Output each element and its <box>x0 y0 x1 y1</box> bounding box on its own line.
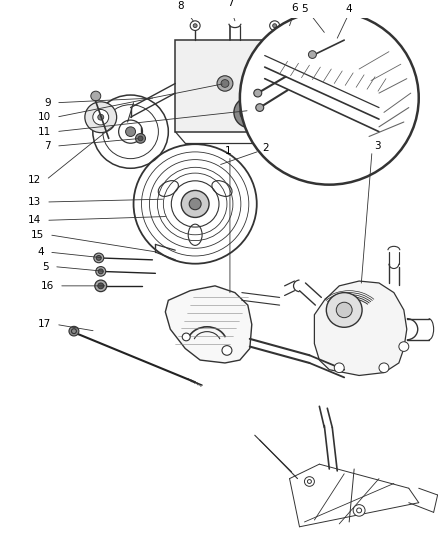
Circle shape <box>378 363 388 373</box>
Circle shape <box>222 345 231 356</box>
Circle shape <box>118 120 142 143</box>
Circle shape <box>98 283 103 289</box>
Text: 6: 6 <box>290 3 297 13</box>
Circle shape <box>135 134 145 143</box>
Circle shape <box>356 508 361 513</box>
Circle shape <box>95 266 106 276</box>
Circle shape <box>216 76 233 91</box>
Polygon shape <box>165 286 251 363</box>
Circle shape <box>333 363 343 373</box>
Circle shape <box>233 97 265 128</box>
Text: 1: 1 <box>224 146 231 156</box>
Circle shape <box>193 24 197 28</box>
Circle shape <box>255 104 263 111</box>
Circle shape <box>98 269 103 274</box>
Text: 14: 14 <box>28 215 41 225</box>
Text: 10: 10 <box>38 112 51 122</box>
Circle shape <box>239 11 418 184</box>
Text: 16: 16 <box>41 281 54 291</box>
Polygon shape <box>314 281 406 375</box>
Text: 3: 3 <box>373 141 380 151</box>
Circle shape <box>220 79 229 87</box>
Text: 11: 11 <box>38 127 51 136</box>
Circle shape <box>95 280 106 292</box>
Circle shape <box>253 89 261 97</box>
Text: 12: 12 <box>28 175 41 185</box>
Circle shape <box>190 21 200 30</box>
Circle shape <box>325 293 361 327</box>
Text: 5: 5 <box>300 4 307 14</box>
Circle shape <box>308 51 316 59</box>
Circle shape <box>181 190 208 217</box>
Circle shape <box>96 255 101 260</box>
Circle shape <box>69 326 79 336</box>
Circle shape <box>304 477 314 486</box>
Circle shape <box>92 109 109 125</box>
Circle shape <box>272 24 276 28</box>
Circle shape <box>307 480 311 483</box>
Text: 7: 7 <box>44 141 51 151</box>
Text: 15: 15 <box>31 230 44 240</box>
Text: 4: 4 <box>345 4 352 14</box>
Circle shape <box>182 333 190 341</box>
Circle shape <box>189 198 201 209</box>
Text: 4: 4 <box>37 247 44 257</box>
Circle shape <box>91 91 101 101</box>
Circle shape <box>352 505 364 516</box>
Text: 9: 9 <box>44 98 51 108</box>
Text: 7: 7 <box>226 0 233 9</box>
Circle shape <box>336 302 351 318</box>
Circle shape <box>71 329 76 334</box>
Polygon shape <box>175 40 304 132</box>
Circle shape <box>98 114 103 120</box>
Circle shape <box>398 342 408 351</box>
Text: 2: 2 <box>262 143 269 153</box>
Text: 17: 17 <box>38 319 51 329</box>
Text: 13: 13 <box>28 197 41 207</box>
Circle shape <box>85 102 117 133</box>
Circle shape <box>94 253 103 263</box>
Circle shape <box>239 103 259 122</box>
Circle shape <box>125 127 135 136</box>
Text: 5: 5 <box>42 262 49 272</box>
Text: 8: 8 <box>177 2 183 11</box>
Circle shape <box>269 21 279 30</box>
Circle shape <box>138 136 143 141</box>
